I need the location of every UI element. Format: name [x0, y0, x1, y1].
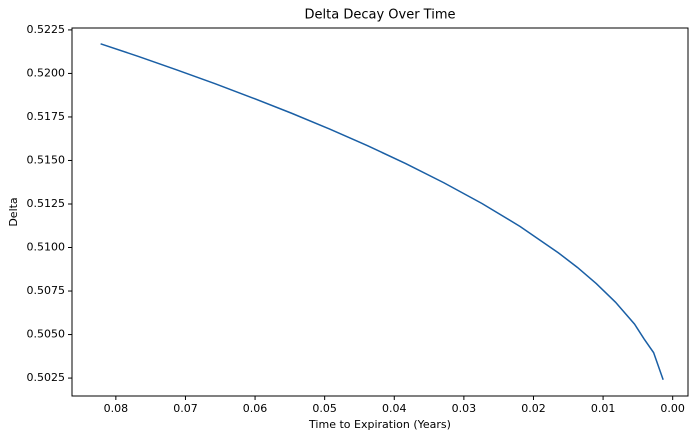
y-tick-label: 0.5050 [27, 328, 66, 341]
y-tick-label: 0.5150 [27, 153, 66, 166]
y-tick-label: 0.5100 [27, 241, 66, 254]
y-tick-label: 0.5175 [27, 110, 66, 123]
x-tick-label: 0.07 [173, 402, 198, 415]
x-tick-label: 0.01 [591, 402, 616, 415]
x-tick-label: 0.04 [382, 402, 407, 415]
y-tick-label: 0.5075 [27, 284, 66, 297]
y-axis-label: Delta [7, 197, 20, 226]
y-tick-label: 0.5200 [27, 66, 66, 79]
data-line [100, 43, 664, 381]
x-tick-label: 0.02 [521, 402, 546, 415]
y-tick-label: 0.5225 [27, 23, 66, 36]
x-axis-label: Time to Expiration (Years) [308, 418, 451, 431]
x-tick-label: 0.00 [660, 402, 685, 415]
y-tick-label: 0.5025 [27, 371, 66, 384]
plot-frame [71, 27, 689, 397]
x-tick-label: 0.03 [452, 402, 477, 415]
y-tick-label: 0.5125 [27, 197, 66, 210]
x-tick-label: 0.05 [312, 402, 337, 415]
chart-title: Delta Decay Over Time [305, 8, 456, 23]
x-tick-label: 0.06 [243, 402, 268, 415]
x-tick-label: 0.08 [104, 402, 129, 415]
